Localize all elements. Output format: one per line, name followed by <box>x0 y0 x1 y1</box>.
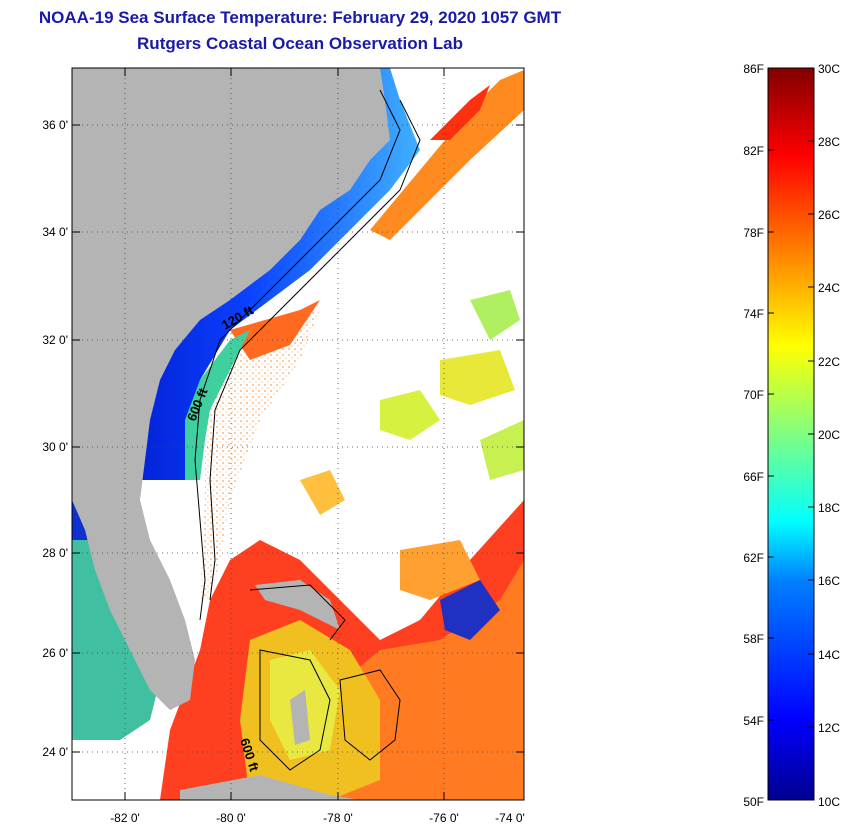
contour-bahamas <box>249 584 346 771</box>
axis-ticks <box>72 68 524 800</box>
lat-label-30: 30 0' <box>42 440 68 454</box>
patch-5 <box>400 540 480 600</box>
colorbar-c-label-16: 16C <box>818 574 840 588</box>
colorbar-f-label-82: 82F <box>743 144 764 158</box>
lat-label-28: 28 0' <box>42 546 68 560</box>
bahamas-island-2 <box>290 690 310 745</box>
contour-120ft <box>194 89 401 621</box>
bahamas-island-1 <box>255 580 340 630</box>
colorbar-c-label-12: 12C <box>818 721 840 735</box>
colorbar-f-label-58: 58F <box>743 632 764 646</box>
green-coastal-band <box>185 330 250 480</box>
colorbar-c-label-28: 28C <box>818 135 840 149</box>
colorbar-c-label-24: 24C <box>818 281 840 295</box>
colorbar-c-label-10: 10C <box>818 795 840 809</box>
contour-bahamas-2 <box>339 669 401 761</box>
warm-tongue-red <box>430 85 490 140</box>
speckled-region <box>200 310 320 600</box>
graticule <box>72 68 524 800</box>
colorbar-f-label-86: 86F <box>743 62 764 76</box>
colorbar-c-label-26: 26C <box>818 208 840 222</box>
lon-label-78: -78 0' <box>323 811 353 825</box>
patch-blue <box>440 580 500 640</box>
map-frame <box>71 67 525 801</box>
colorbar-c-label-14: 14C <box>818 648 840 662</box>
colorbar-f-label-62: 62F <box>743 551 764 565</box>
colorbar-f-label-70: 70F <box>743 388 764 402</box>
colorbar-f-label-74: 74F <box>743 307 764 321</box>
colorbar-f-label-78: 78F <box>743 226 764 240</box>
colorbar <box>767 67 815 801</box>
patch-6 <box>300 470 345 515</box>
lat-label-24: 24 0' <box>42 745 68 759</box>
lon-label-82: -82 0' <box>110 811 140 825</box>
lat-label-36: 36 0' <box>42 118 68 132</box>
lon-label-76: -76 0' <box>429 811 459 825</box>
colorbar-c-label-18: 18C <box>818 501 840 515</box>
map-title: NOAA-19 Sea Surface Temperature: Februar… <box>38 8 562 27</box>
warm-tongue-north <box>370 70 524 240</box>
cuba-island <box>180 775 360 800</box>
lat-label-34: 34 0' <box>42 225 68 239</box>
colorbar-f-label-50: 50F <box>743 795 764 809</box>
patch-1 <box>380 390 440 440</box>
patch-3 <box>440 350 515 405</box>
lat-label-32: 32 0' <box>42 333 68 347</box>
colorbar-f-label-54: 54F <box>743 714 764 728</box>
us-landmass <box>72 68 390 710</box>
colorbar-c-label-22: 22C <box>818 355 840 369</box>
colorbar-ticks <box>768 140 814 728</box>
orange-shelf-edge <box>230 300 320 360</box>
lat-label-26: 26 0' <box>42 646 68 660</box>
map-panel <box>72 68 524 800</box>
colorbar-c-label-20: 20C <box>818 428 840 442</box>
map-subtitle: Rutgers Coastal Ocean Observation Lab <box>137 34 463 53</box>
colorbar-f-label-66: 66F <box>743 470 764 484</box>
patch-4 <box>480 420 524 480</box>
lon-label-80: -80 0' <box>216 811 246 825</box>
contour-600ft <box>209 99 421 601</box>
colorbar-c-label-30: 30C <box>818 62 840 76</box>
lon-label-74: -74 0' <box>495 811 525 825</box>
patch-2 <box>470 290 520 340</box>
